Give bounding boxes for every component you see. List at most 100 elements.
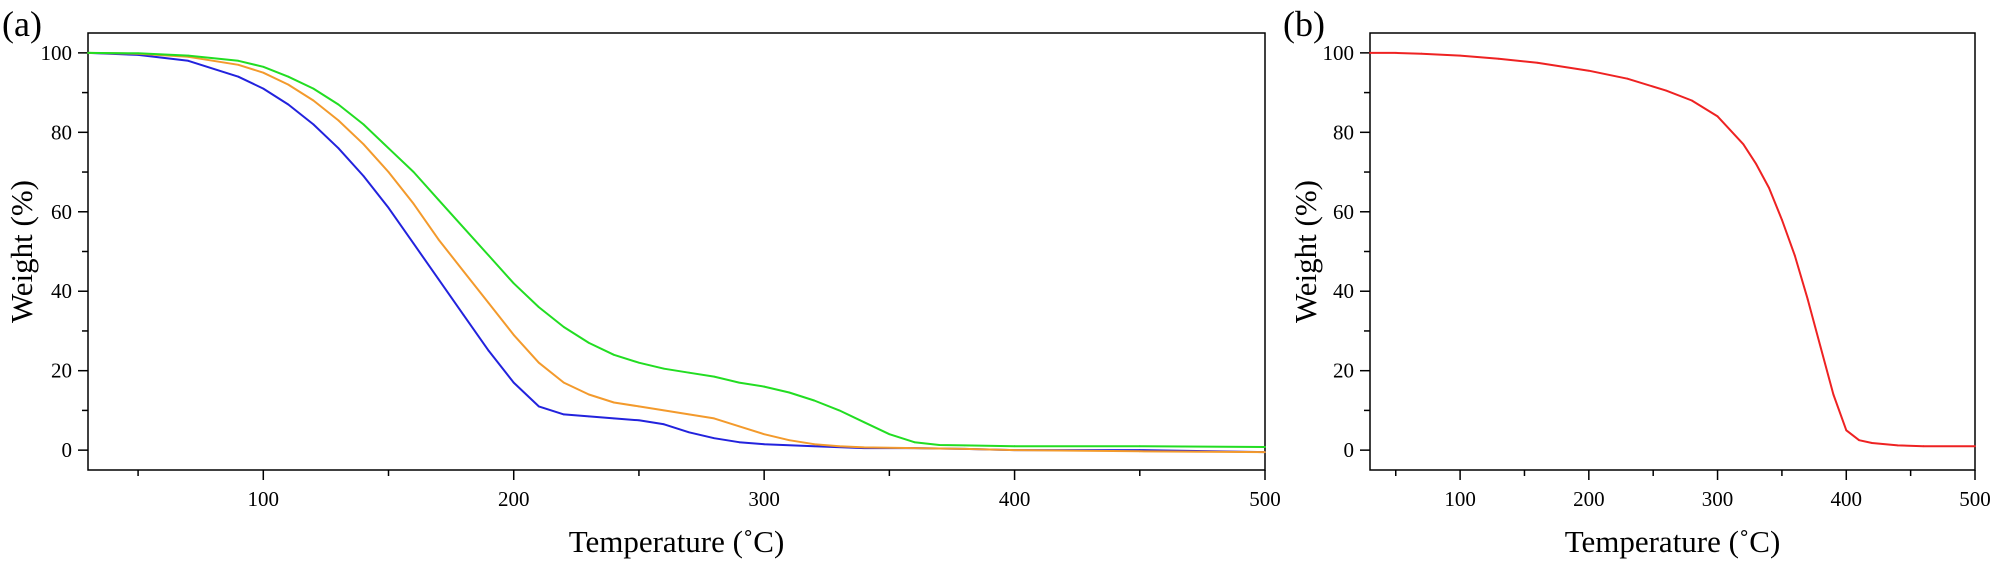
data-point	[237, 59, 240, 62]
data-point	[1819, 345, 1822, 348]
data-point	[537, 405, 540, 408]
data-point	[663, 367, 665, 370]
data-point	[913, 447, 916, 450]
data-point	[1394, 51, 1397, 54]
y-tick-label: 20	[1333, 359, 1354, 383]
data-point	[562, 326, 565, 328]
data-point	[462, 314, 465, 316]
y-tick-label: 20	[51, 359, 72, 383]
data-point	[663, 423, 665, 426]
data-point	[1536, 61, 1539, 64]
x-axis-title: Temperature (˚C)	[1565, 524, 1781, 559]
data-point	[312, 99, 315, 102]
data-point	[537, 306, 540, 309]
data-point	[262, 71, 265, 74]
data-point	[763, 433, 766, 436]
x-tick-label: 400	[1831, 487, 1863, 511]
y-tick-label: 40	[1333, 279, 1354, 303]
x-tick-label: 200	[1573, 487, 1605, 511]
y-tick-label: 100	[1323, 41, 1355, 65]
x-tick-label: 200	[498, 487, 530, 511]
y-axis-title: Weight (%)	[1288, 180, 1323, 323]
data-point	[512, 334, 515, 336]
panel-label: (a)	[2, 4, 42, 44]
data-point	[287, 83, 290, 86]
series-line-2	[87, 51, 1266, 454]
data-point	[1264, 446, 1266, 448]
data-point	[287, 103, 290, 106]
data-point	[1013, 445, 1016, 448]
data-point	[813, 445, 816, 448]
data-point	[1264, 451, 1266, 454]
data-point	[237, 75, 240, 78]
data-point	[1845, 429, 1848, 432]
data-point	[1922, 445, 1925, 448]
data-point	[562, 381, 565, 384]
data-point	[713, 437, 715, 440]
data-point	[1665, 89, 1667, 92]
data-point	[788, 439, 791, 442]
x-tick-label: 500	[1959, 487, 1991, 511]
data-point	[963, 444, 966, 447]
data-point	[612, 401, 615, 404]
data-point	[337, 119, 340, 122]
data-point	[713, 375, 715, 378]
y-tick-label: 100	[41, 41, 73, 65]
data-point	[1896, 444, 1899, 447]
y-tick-label: 80	[51, 120, 72, 144]
data-point	[1420, 52, 1423, 55]
chart-panel-a: (a)100 200 300 400 500020406080100Temperatur…	[2, 4, 1281, 559]
data-point	[587, 393, 590, 396]
data-point	[462, 226, 465, 229]
data-point	[688, 371, 690, 374]
data-point	[487, 302, 490, 305]
data-point	[1871, 442, 1873, 444]
data-point	[337, 103, 340, 106]
data-point	[287, 75, 290, 78]
data-point	[1781, 218, 1783, 221]
data-point	[1497, 57, 1500, 60]
data-point	[688, 431, 690, 434]
data-point	[312, 123, 315, 126]
data-point	[587, 415, 590, 418]
data-point	[738, 441, 741, 444]
data-point	[938, 444, 941, 446]
data-point	[1587, 69, 1590, 72]
data-point	[312, 87, 315, 90]
data-point	[412, 171, 415, 173]
data-point	[462, 270, 465, 273]
data-point	[362, 123, 365, 126]
data-point	[1755, 163, 1758, 166]
data-point	[562, 413, 565, 416]
data-point	[187, 59, 190, 62]
data-point	[1716, 115, 1719, 118]
data-point	[1858, 439, 1861, 442]
data-point	[838, 445, 841, 448]
data-point	[1013, 449, 1016, 452]
data-point	[863, 421, 866, 424]
data-point	[612, 417, 615, 420]
y-tick-label: 60	[51, 200, 72, 224]
y-tick-label: 0	[62, 438, 73, 462]
data-point	[638, 405, 640, 408]
data-point	[487, 254, 490, 257]
data-point	[913, 441, 916, 444]
data-point	[262, 87, 265, 90]
data-point	[487, 349, 490, 352]
data-point	[87, 51, 89, 54]
plot-frame	[1369, 32, 1976, 471]
data-point	[763, 385, 766, 388]
data-point	[187, 54, 190, 57]
data-point	[512, 381, 515, 384]
data-point	[663, 409, 665, 412]
y-tick-label: 60	[1333, 200, 1354, 224]
x-tick-label: 500	[1249, 487, 1281, 511]
data-point	[1832, 393, 1835, 396]
data-point	[337, 147, 340, 150]
data-point	[237, 63, 240, 66]
data-point	[738, 425, 741, 428]
data-point	[863, 446, 866, 449]
data-point	[387, 171, 390, 173]
data-point	[137, 52, 139, 55]
data-point	[387, 206, 390, 209]
